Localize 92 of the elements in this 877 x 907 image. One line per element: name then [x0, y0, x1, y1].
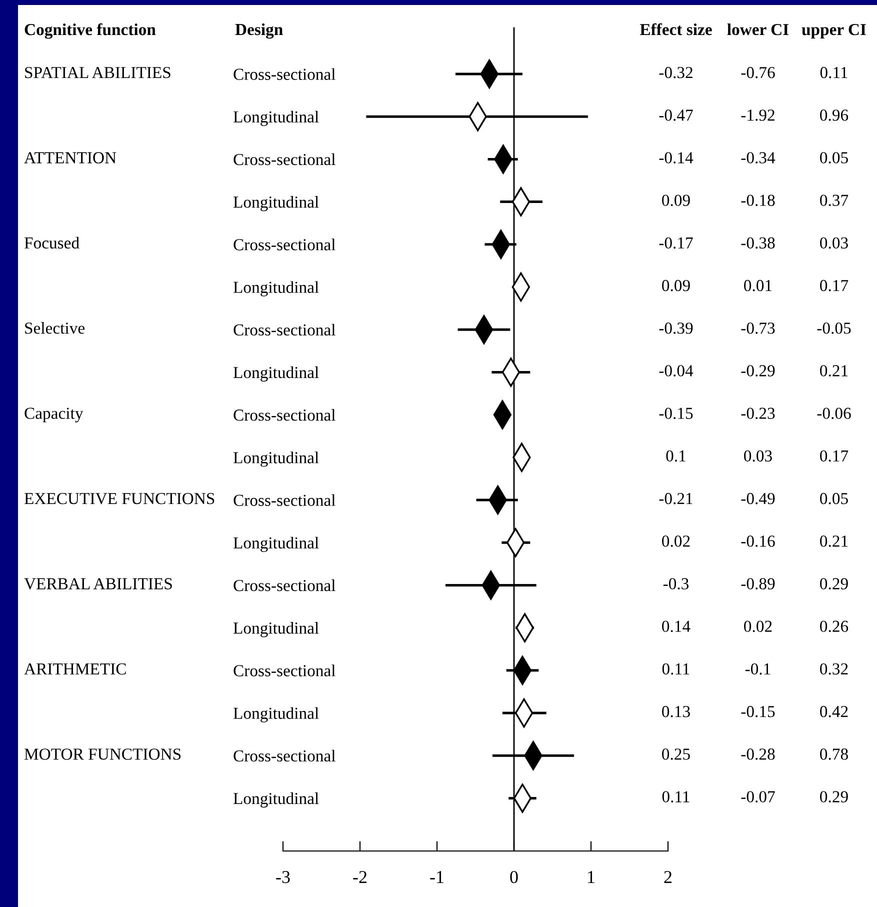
y-tick-label: Cross-sectional: [234, 238, 336, 250]
y-tick-label: Longitudinal: [233, 452, 319, 467]
annotation: 0.11: [662, 663, 690, 675]
annotation: -0.47: [659, 110, 693, 121]
x-tick-label: -3: [276, 871, 290, 884]
text: -0.1: [745, 663, 770, 675]
y2-tick-label: Focused: [24, 236, 80, 249]
y-tick-label: Cross-sectional: [234, 664, 336, 676]
text: -0.73: [741, 322, 775, 334]
text: -0.07: [741, 791, 775, 802]
text: 0.96: [820, 110, 848, 121]
y2-tick-label: VERBAL ABILITIES: [24, 578, 172, 590]
text: 0.17: [820, 280, 848, 292]
text: 0.02: [744, 620, 772, 632]
text: 0.21: [820, 536, 848, 547]
text: -0.05: [817, 322, 851, 334]
text: upper CI: [802, 24, 866, 39]
annotation: -0.21: [659, 492, 692, 504]
x-tick-label: 1: [588, 871, 594, 883]
text: 0.17: [820, 450, 848, 462]
text: -0.15: [741, 706, 775, 718]
annotation: 0.25: [662, 748, 690, 760]
x-tick-label: -1: [430, 871, 444, 883]
y-tick-label: Cross-sectional: [234, 409, 336, 421]
text: -0.38: [741, 237, 775, 249]
text: 0.11: [820, 66, 848, 78]
y-tick-label: Cross-sectional: [234, 579, 336, 592]
text: 0.05: [820, 492, 848, 504]
y-tick-label: Longitudinal: [233, 366, 319, 382]
y-tick-label: Cross-sectional: [234, 68, 336, 80]
y2-tick-label: ATTENTION: [24, 152, 116, 164]
text: 0.05: [820, 152, 848, 164]
annotation: 0.13: [662, 706, 690, 718]
y-tick-label: Longitudinal: [233, 792, 319, 808]
text: -1.92: [741, 110, 774, 121]
text: 0.29: [820, 578, 848, 590]
y-tick-label: Longitudinal: [233, 536, 319, 552]
x-tick-label: 0: [510, 870, 518, 884]
annotation: 0.09: [662, 194, 690, 206]
y-tick-label: Cross-sectional: [234, 494, 336, 506]
text: -0.89: [741, 578, 775, 590]
annotation: -0.39: [659, 322, 693, 334]
text: 0.37: [820, 194, 848, 206]
text: 0.26: [820, 620, 848, 632]
y-tick-label: Longitudinal: [233, 707, 319, 722]
text: -0.23: [741, 408, 775, 420]
text: 0.21: [820, 365, 848, 376]
y-tick-label: Longitudinal: [233, 281, 319, 296]
text: Cognitive function: [24, 23, 156, 39]
text: -0.28: [741, 748, 775, 760]
y2-tick-label: MOTOR FUNCTIONS: [24, 748, 181, 760]
text: -0.16: [741, 536, 775, 547]
y2-tick-label: Selective: [25, 322, 85, 334]
y-tick-label: Longitudinal: [233, 196, 319, 212]
y2-tick-label: Capacity: [24, 408, 84, 422]
annotation: 0.02: [662, 536, 690, 547]
y-tick-label: Cross-sectional: [234, 750, 336, 762]
annotation: -0.3: [663, 578, 689, 590]
y2-tick-label: ARITHMETIC: [24, 663, 126, 675]
y-tick-label: Cross-sectional: [234, 153, 336, 166]
text: -0.34: [741, 152, 776, 164]
annotation: Effect size: [640, 23, 712, 36]
y2-tick-label: EXECUTIVE FUNCTIONS: [24, 492, 214, 504]
text: -0.29: [741, 365, 775, 376]
y-tick-label: Longitudinal: [233, 622, 319, 638]
annotation: -0.14: [659, 152, 694, 164]
y-tick-label: Longitudinal: [233, 110, 319, 126]
text: 0.29: [820, 791, 848, 802]
annotation: -0.15: [659, 408, 693, 420]
y2-tick-label: SPATIAL ABILITIES: [25, 66, 170, 78]
text: 0.03: [744, 450, 772, 462]
text: lower CI: [727, 23, 789, 36]
text: 0.01: [744, 280, 772, 292]
annotation: 0.14: [662, 620, 690, 632]
text: 0.32: [820, 663, 848, 675]
annotation: 0.1: [666, 450, 686, 462]
text: 0.78: [820, 748, 848, 760]
annotation: -0.04: [659, 365, 694, 376]
annotation: 0.09: [662, 280, 690, 292]
y-tick-label: Cross-sectional: [234, 324, 336, 336]
text: -0.18: [741, 194, 775, 206]
text: -0.06: [817, 408, 851, 420]
annotation: -0.17: [659, 237, 693, 249]
x-tick-label: 2: [664, 871, 672, 883]
annotation: 0.11: [662, 791, 690, 802]
text: Design: [235, 23, 283, 39]
text: -0.76: [741, 66, 775, 78]
text: 0.03: [820, 237, 848, 249]
text: -0.49: [741, 492, 775, 504]
text: 0.42: [820, 706, 848, 718]
annotation: -0.32: [659, 66, 692, 78]
x-tick-label: -2: [353, 871, 367, 883]
